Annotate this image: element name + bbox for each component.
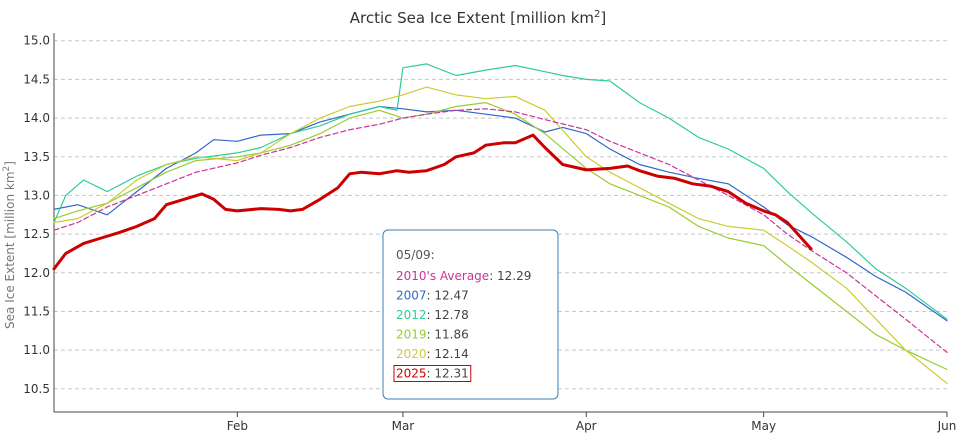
tooltip-series-value: : 12.47: [427, 289, 469, 303]
y-tick-label: 11.0: [23, 343, 50, 357]
series-line-2010-s-average: [53, 108, 948, 353]
y-tick-labels: 10.5 11.0 11.5 12.0 12.5 13.0 13.5 14.0 14.5 15.0: [23, 34, 50, 396]
x-tick-label: May: [751, 419, 776, 433]
x-tick-label: Feb: [227, 419, 248, 433]
tooltip-row: 2019: 11.86: [396, 328, 469, 342]
y-tick-label: 11.5: [23, 304, 50, 318]
series-line-2025: [52, 133, 813, 271]
tooltip-series-name: 2019: [396, 328, 427, 342]
tooltip-series-name: 2010's Average: [396, 269, 489, 283]
tooltip-highlight-box: [393, 365, 472, 382]
x-tick-label: Mar: [392, 419, 415, 433]
y-tick-label: 13.0: [23, 188, 50, 202]
tooltip-series-name: 2025: [396, 367, 427, 381]
y-tick-label: 14.0: [23, 111, 50, 125]
x-tick-labels: Feb Mar Apr May Jun: [227, 419, 957, 433]
tooltip-series-value: : 12.31: [427, 367, 469, 381]
tooltip-row: 2010's Average: 12.29: [396, 269, 531, 283]
tooltip-series-value: : 12.29: [489, 269, 531, 283]
y-tick-label: 15.0: [23, 34, 50, 48]
tooltip-row: 2020: 12.14: [396, 347, 469, 361]
tooltip-row: 2007: 12.47: [396, 289, 469, 303]
y-tick-label: 12.5: [23, 227, 50, 241]
chart-title: Arctic Sea Ice Extent [million km2]: [350, 9, 607, 27]
y-tick-label: 14.5: [23, 72, 50, 86]
series-line-2012: [53, 63, 948, 320]
x-tick-label: Apr: [576, 419, 597, 433]
tooltip-series-name: 2007: [396, 289, 427, 303]
tooltip-series-value: : 12.14: [427, 347, 469, 361]
series-lines: [52, 63, 948, 384]
x-tick-label: Jun: [937, 419, 957, 433]
tooltip-series-name: 2020: [396, 347, 427, 361]
tooltip-row: 2012: 12.78: [396, 308, 469, 322]
series-line-2020: [53, 86, 948, 384]
tooltip-series-name: 2012: [396, 308, 427, 322]
y-tick-label: 10.5: [23, 382, 50, 396]
series-line-2019: [53, 102, 948, 371]
y-tick-label: 13.5: [23, 150, 50, 164]
tooltip-date: 05/09:: [396, 248, 435, 262]
tooltip-series-value: : 12.78: [427, 308, 469, 322]
tooltip-row: 2025: 12.31: [396, 367, 469, 381]
tooltip-series-value: : 11.86: [427, 328, 469, 342]
y-tick-label: 12.0: [23, 266, 50, 280]
y-axis-label: Sea Ice Extent [million km2]: [2, 161, 17, 329]
tooltip-frame: [382, 229, 559, 400]
